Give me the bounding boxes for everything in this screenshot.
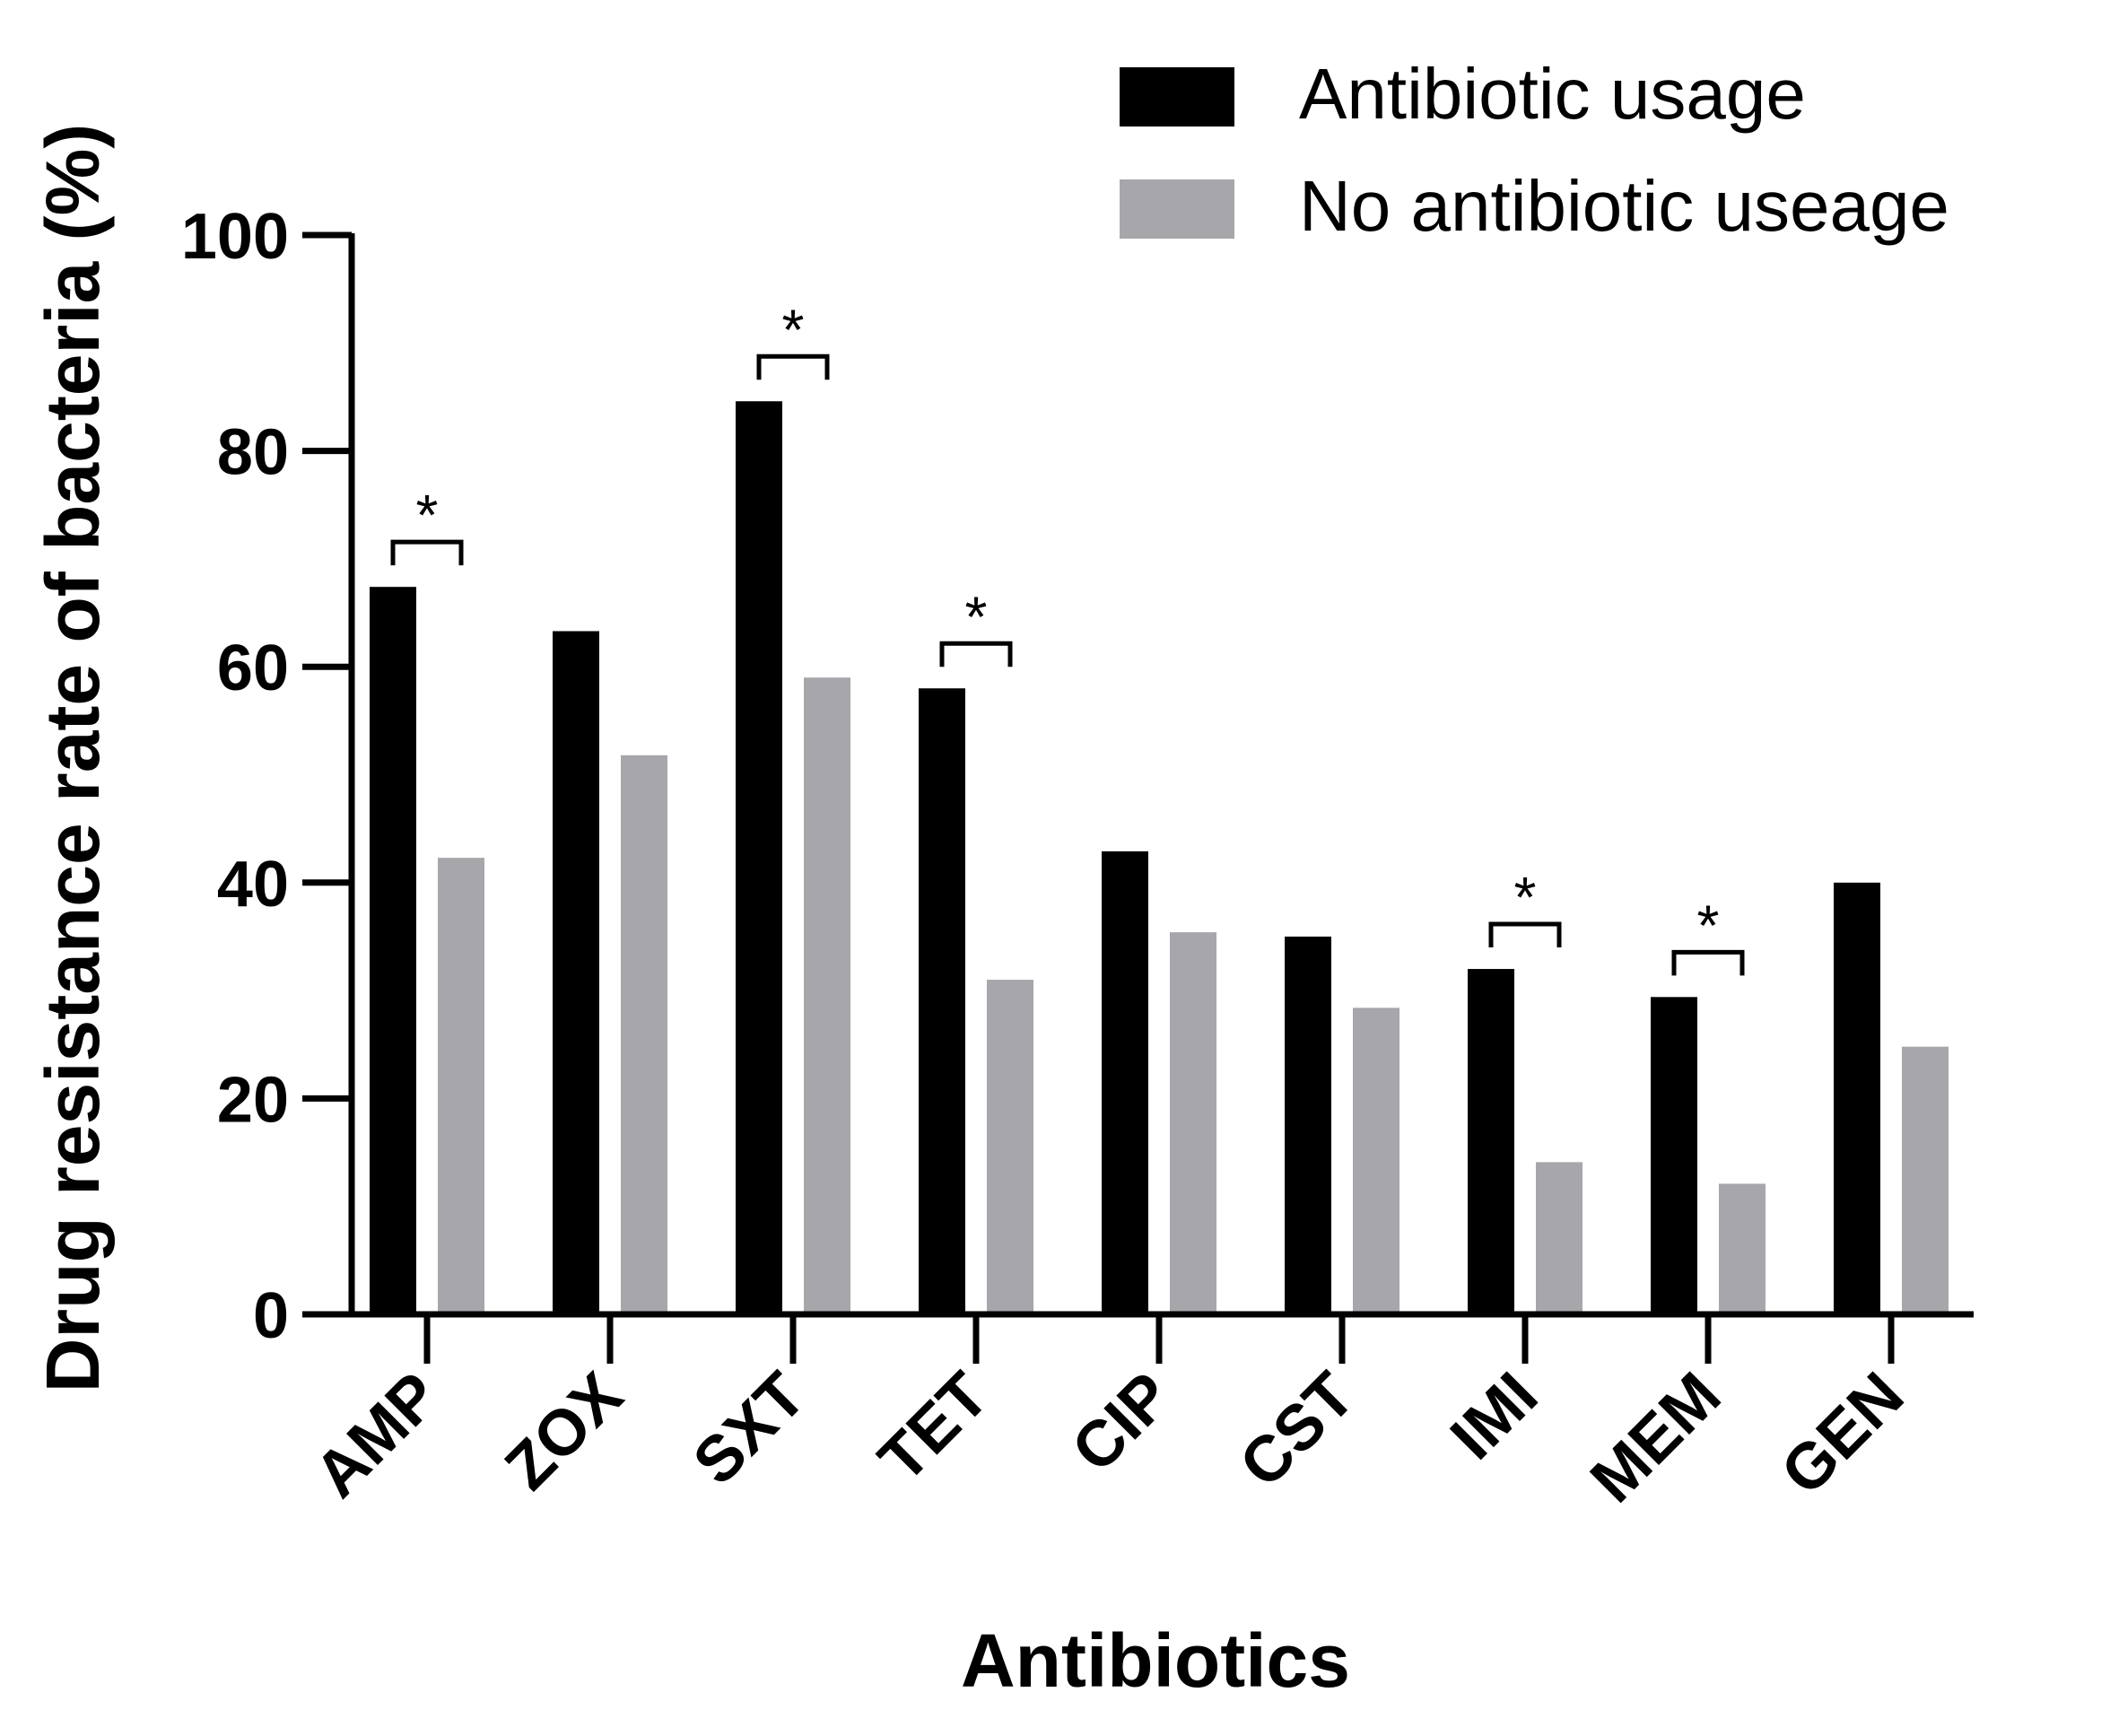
significance-bracket-mem: [1671, 949, 1745, 976]
bar-no-usage-imi: [1536, 1162, 1582, 1314]
x-tick-label-mem: MEM: [1577, 1359, 1734, 1516]
x-tick-label-cst: CST: [1226, 1359, 1368, 1501]
legend-swatch-no-usage: [1120, 179, 1234, 239]
y-axis-title: Drug resistance rate of bacteria (%): [31, 124, 115, 1392]
y-tick-label-80: 80: [217, 417, 289, 489]
y-tick-label-40: 40: [217, 849, 289, 920]
bar-usage-gen: [1834, 882, 1880, 1314]
bar-usage-tet: [919, 688, 965, 1314]
legend-label-usage: Antibiotic usage: [1299, 54, 1806, 134]
significance-marker-mem: *: [1697, 893, 1720, 957]
significance-layer: * * * * *: [390, 297, 1745, 976]
x-tick-label-tet: TET: [866, 1359, 1003, 1496]
x-tick-label-cip: CIP: [1059, 1359, 1185, 1486]
y-tick-label-0: 0: [253, 1280, 289, 1352]
x-tick-label-amp: AMP: [301, 1359, 454, 1512]
bar-no-usage-cst: [1353, 1008, 1399, 1314]
bar-no-usage-mem: [1719, 1183, 1766, 1314]
y-tick-label-20: 20: [217, 1064, 289, 1136]
x-tick-label-gen: GEN: [1767, 1359, 1917, 1509]
x-tick-label-sxt: SXT: [680, 1359, 820, 1499]
y-tick-label-60: 60: [217, 632, 289, 704]
bar-no-usage-cip: [1170, 932, 1216, 1314]
significance-marker-imi: *: [1514, 865, 1537, 929]
y-tick-label-100: 100: [181, 201, 289, 273]
bar-no-usage-sxt: [804, 677, 850, 1314]
bar-no-usage-amp: [438, 858, 484, 1314]
significance-bracket-imi: [1488, 921, 1562, 948]
bar-usage-cip: [1102, 851, 1148, 1314]
bar-usage-imi: [1468, 969, 1514, 1314]
significance-bracket-amp: [390, 539, 464, 566]
bar-usage-sxt: [736, 401, 782, 1315]
bar-no-usage-gen: [1902, 1046, 1949, 1314]
x-tick-label-zox: ZOX: [492, 1359, 636, 1504]
bar-no-usage-tet: [987, 980, 1033, 1314]
bar-usage-amp: [370, 587, 416, 1314]
legend-label-no-usage: No antibiotic useage: [1299, 166, 1949, 246]
significance-bracket-sxt: [756, 353, 830, 380]
significance-marker-tet: *: [965, 584, 988, 649]
legend: Antibiotic usage No antibiotic useage: [1120, 54, 1949, 246]
significance-bracket-tet: [939, 641, 1013, 667]
bars-layer: [370, 401, 1949, 1315]
bar-usage-mem: [1651, 997, 1697, 1314]
legend-swatch-usage: [1120, 67, 1234, 126]
bar-usage-cst: [1285, 936, 1331, 1314]
bar-no-usage-zox: [621, 755, 667, 1314]
x-tick-label-imi: IMI: [1437, 1359, 1551, 1473]
significance-marker-amp: *: [416, 483, 439, 547]
significance-marker-sxt: *: [782, 297, 805, 362]
x-axis-title: Antibiotics: [961, 1618, 1350, 1703]
bar-usage-zox: [553, 631, 599, 1314]
